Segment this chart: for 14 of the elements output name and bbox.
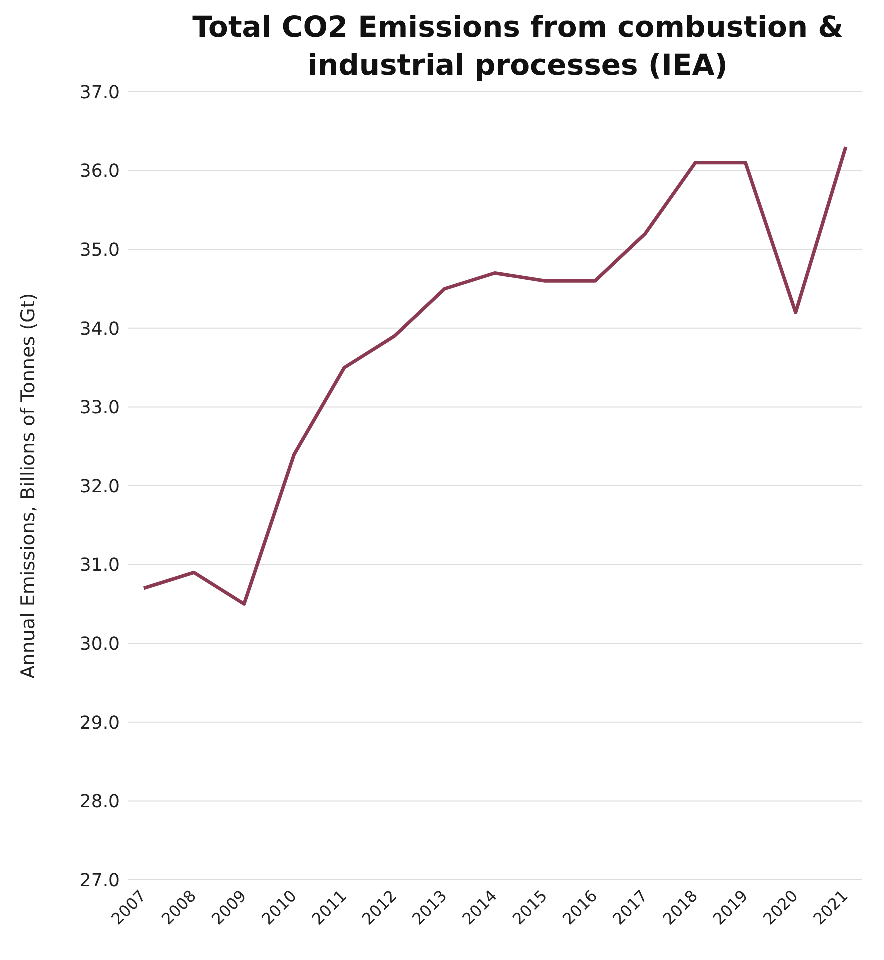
y-tick-label: 37.0 <box>80 82 120 104</box>
y-tick-label: 28.0 <box>80 792 120 813</box>
y-tick-label: 35.0 <box>80 240 120 261</box>
y-tick-label: 32.0 <box>80 476 120 498</box>
y-tick-label: 27.0 <box>80 870 120 892</box>
chart-title: Total CO2 Emissions from combustion & industrial processes (IEA) <box>192 9 844 84</box>
y-tick-label: 36.0 <box>80 161 120 182</box>
y-tick-label: 29.0 <box>80 712 120 734</box>
y-tick-label: 31.0 <box>80 555 120 576</box>
y-tick-label: 30.0 <box>80 634 120 655</box>
y-tick-label: 34.0 <box>80 318 120 340</box>
line-series <box>142 145 848 606</box>
y-axis-title: Annual Emissions, Billions of Tonnes (Gt) <box>18 293 40 679</box>
y-tick-label: 33.0 <box>80 398 120 419</box>
